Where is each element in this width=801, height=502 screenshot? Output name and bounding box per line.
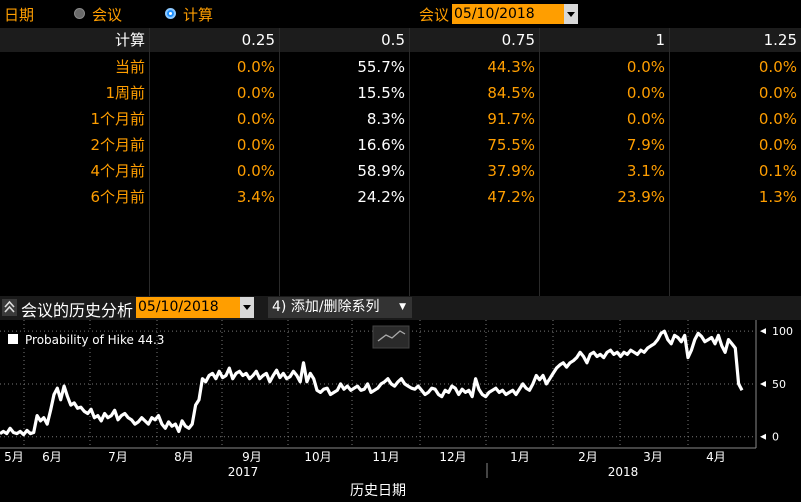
table-cell: 16.6% [357, 136, 405, 154]
table-cell: 55.7% [357, 58, 405, 76]
x-tick-label: 1月 [510, 450, 530, 464]
radio-off-icon[interactable] [74, 8, 85, 19]
row-label: 4个月前 [90, 162, 145, 180]
table-cell: 0.0% [626, 84, 665, 102]
table-cell: 84.5% [487, 84, 535, 102]
x-year-label: 2018 [608, 465, 639, 479]
row-label: 2个月前 [90, 136, 145, 154]
panel-date-input[interactable]: 05/10/2018 [136, 297, 240, 318]
table-cell: 37.9% [487, 162, 535, 180]
x-year-label: 2017 [228, 465, 259, 479]
legend-label: Probability of Hike 44.3 [25, 333, 164, 347]
table-cell: 0.0% [236, 162, 275, 180]
x-tick-label: 9月 [242, 450, 262, 464]
table-cell: 0.0% [758, 58, 797, 76]
hike-probability-chart: 0 50 100 5月 6月 7月 8月 9月 10月 11月 12月 1月 2月 3月 4月 2017 20… [0, 320, 793, 499]
table-cell: 75.5% [487, 136, 535, 154]
table-cell: 3.1% [626, 162, 665, 180]
table-cell: 7.9% [626, 136, 665, 154]
table-cell: 47.2% [487, 188, 535, 206]
chevron-down-icon: ▼ [399, 302, 406, 312]
analysis-toolbar: 会议的历史分析 05/10/2018 4) 添加/删除系列 ▼ [0, 296, 801, 320]
row-label: 6个月前 [90, 188, 145, 206]
table-cell: 23.9% [617, 188, 665, 206]
meeting-date-input[interactable]: 05/10/2018 [452, 4, 564, 24]
table-cell: 0.0% [236, 84, 275, 102]
table-cell: 44.3% [487, 58, 535, 76]
table-cell: 3.4% [236, 188, 275, 206]
y-tick-marker [760, 328, 766, 335]
radio-meeting-label: 会议 [92, 6, 123, 24]
collapse-icon[interactable] [2, 299, 17, 316]
radio-meeting[interactable]: 会议 [74, 4, 134, 24]
x-tick-label: 10月 [304, 450, 331, 464]
x-tick-label: 2月 [578, 450, 598, 464]
legend-swatch-icon [8, 334, 18, 344]
x-tick-label: 7月 [108, 450, 128, 464]
row-label: 1个月前 [90, 110, 145, 128]
y-tick-marker [760, 380, 766, 387]
table-cell: 1.3% [758, 188, 797, 206]
top-bar: 日期 会议 计算 会议 05/10/2018 [0, 0, 801, 28]
table-header [0, 28, 801, 52]
table-cell: 91.7% [487, 110, 535, 128]
radio-calc-label: 计算 [183, 6, 214, 24]
x-tick-label: 12月 [439, 450, 466, 464]
x-tick-label: 3月 [643, 450, 663, 464]
table-cell: 0.1% [758, 162, 797, 180]
col-header: 1 [655, 31, 665, 49]
date-label: 日期 [4, 6, 35, 24]
y-tick-label: 50 [772, 378, 786, 391]
row-label: 当前 [114, 58, 145, 76]
add-remove-series-label: 4) 添加/删除系列 [272, 299, 380, 315]
panel-title: 会议的历史分析 [21, 301, 134, 320]
meeting-label: 会议 [419, 6, 450, 24]
y-tick-label: 100 [772, 325, 793, 338]
legend: Probability of Hike 44.3 [4, 332, 164, 348]
x-tick-label: 8月 [174, 450, 194, 464]
table-cell: 0.0% [758, 136, 797, 154]
table-cell: 0.0% [236, 58, 275, 76]
col-header: 0.5 [381, 31, 405, 49]
table-cell: 0.0% [236, 136, 275, 154]
col-header: 1.25 [763, 31, 797, 49]
row-label: 1周前 [105, 84, 145, 102]
col-header: 0.25 [241, 31, 275, 49]
table-cell: 15.5% [357, 84, 405, 102]
panel-date-dropdown-icon[interactable] [240, 297, 254, 318]
table-cell: 24.2% [357, 188, 405, 206]
radio-on-icon[interactable] [165, 8, 176, 19]
x-axis-title: 历史日期 [350, 483, 406, 499]
meeting-date-dropdown-icon[interactable] [564, 4, 578, 24]
table-cell: 0.0% [626, 110, 665, 128]
table-cell: 58.9% [357, 162, 405, 180]
x-tick-label: 6月 [42, 450, 62, 464]
x-tick-label: 5月 [4, 450, 24, 464]
table-corner: 计算 [114, 31, 145, 49]
col-header: 0.75 [501, 31, 535, 49]
table-cell: 0.0% [758, 110, 797, 128]
table-cell: 0.0% [758, 84, 797, 102]
series-line [0, 329, 744, 437]
table-cell: 0.0% [626, 58, 665, 76]
table-cell: 8.3% [366, 110, 405, 128]
x-tick-label: 4月 [706, 450, 726, 464]
y-tick-label: 0 [772, 431, 779, 444]
chart-type-icon[interactable] [372, 325, 410, 349]
y-tick-marker [760, 433, 766, 440]
probability-table: 计算 0.25 0.5 0.75 1 1.25 当前 0.0% 55.7% 44.3%… [0, 28, 801, 296]
radio-calc[interactable]: 计算 [165, 4, 225, 24]
table-cell: 0.0% [236, 110, 275, 128]
add-remove-series-button[interactable]: 4) 添加/删除系列 ▼ [268, 297, 412, 318]
x-tick-label: 11月 [372, 450, 399, 464]
